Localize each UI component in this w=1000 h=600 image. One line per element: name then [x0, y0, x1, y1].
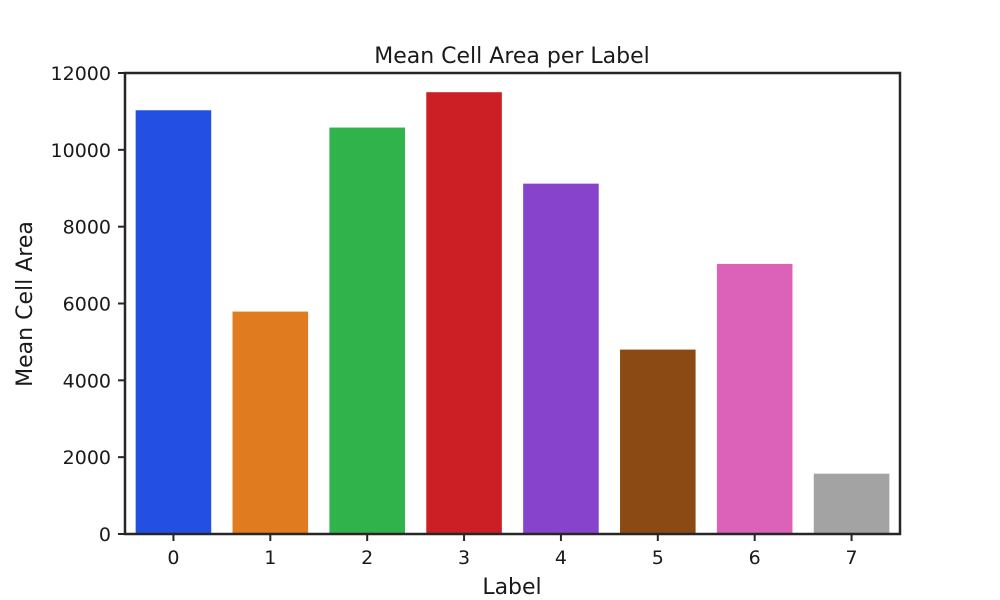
y-tick-label: 4000 — [63, 370, 111, 392]
bar-1 — [232, 311, 309, 534]
y-tick-label: 6000 — [63, 294, 111, 316]
x-tick-label: 4 — [555, 547, 567, 569]
bars-group — [135, 92, 890, 535]
bar-2 — [329, 127, 405, 534]
y-tick-label: 12000 — [51, 63, 111, 85]
x-tick-label: 2 — [361, 547, 373, 569]
y-tick-label: 10000 — [51, 140, 111, 162]
y-axis-ticks: 0 2000 4000 6000 8000 10000 12000 — [51, 63, 125, 546]
x-tick-label: 0 — [167, 547, 179, 569]
x-tick-label: 5 — [652, 547, 664, 569]
x-tick-label: 1 — [264, 547, 276, 569]
chart-title: Mean Cell Area per Label — [374, 44, 650, 69]
y-tick-label: 2000 — [63, 447, 111, 469]
plot-frame — [123, 71, 902, 536]
bar-3 — [426, 92, 502, 534]
y-tick-label: 0 — [99, 524, 111, 546]
y-tick-label: 8000 — [63, 217, 111, 239]
bar-0 — [135, 110, 212, 535]
bar-7 — [813, 473, 890, 534]
x-tick-label: 7 — [846, 547, 858, 569]
y-axis-label: Mean Cell Area — [13, 221, 38, 387]
bar-5 — [620, 349, 696, 534]
x-tick-label: 6 — [749, 547, 761, 569]
x-tick-label: 3 — [458, 547, 470, 569]
bar-6 — [716, 263, 793, 534]
bar-4 — [523, 183, 599, 534]
x-axis-ticks: 0 1 2 3 4 5 6 7 — [167, 534, 858, 569]
x-axis-label: Label — [482, 575, 541, 600]
